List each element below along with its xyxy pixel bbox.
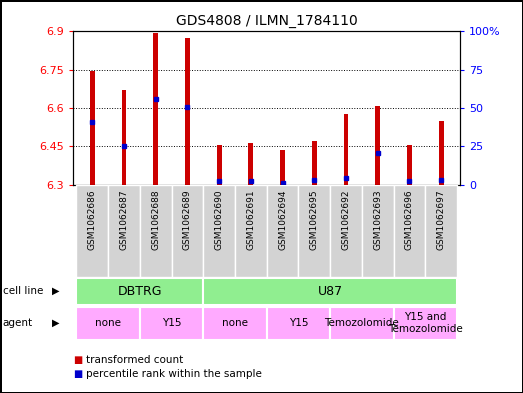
Bar: [280, 150, 285, 185]
Text: ▶: ▶: [52, 286, 60, 296]
Text: GSM1062693: GSM1062693: [373, 189, 382, 250]
Text: ■: ■: [73, 354, 83, 365]
Bar: [203, 278, 457, 305]
Bar: [153, 33, 158, 185]
Bar: [217, 145, 222, 185]
Text: ■: ■: [73, 369, 83, 379]
Bar: [394, 185, 425, 277]
Text: percentile rank within the sample: percentile rank within the sample: [86, 369, 262, 379]
Text: agent: agent: [3, 318, 33, 328]
Bar: [425, 185, 457, 277]
Bar: [140, 307, 203, 340]
Text: U87: U87: [317, 285, 343, 298]
Text: none: none: [95, 318, 121, 328]
Text: GSM1062686: GSM1062686: [88, 189, 97, 250]
Bar: [76, 185, 108, 277]
Bar: [267, 185, 299, 277]
Bar: [122, 90, 127, 185]
Bar: [407, 145, 412, 185]
Text: DBTRG: DBTRG: [118, 285, 162, 298]
Bar: [312, 141, 317, 185]
Bar: [235, 185, 267, 277]
Text: cell line: cell line: [3, 286, 43, 296]
Text: GSM1062691: GSM1062691: [246, 189, 255, 250]
Bar: [344, 114, 348, 185]
Bar: [203, 307, 267, 340]
Bar: [394, 307, 457, 340]
Text: GSM1062690: GSM1062690: [214, 189, 224, 250]
Bar: [330, 185, 362, 277]
Text: ▶: ▶: [52, 318, 60, 328]
Bar: [330, 307, 394, 340]
Text: GSM1062688: GSM1062688: [151, 189, 160, 250]
Bar: [299, 185, 330, 277]
Bar: [376, 105, 380, 185]
Text: GSM1062687: GSM1062687: [119, 189, 129, 250]
Title: GDS4808 / ILMN_1784110: GDS4808 / ILMN_1784110: [176, 14, 358, 28]
Text: GSM1062695: GSM1062695: [310, 189, 319, 250]
Bar: [439, 121, 444, 185]
Bar: [203, 185, 235, 277]
Text: GSM1062694: GSM1062694: [278, 189, 287, 250]
Bar: [185, 38, 190, 185]
Text: transformed count: transformed count: [86, 354, 184, 365]
Bar: [90, 71, 95, 185]
Text: Y15: Y15: [289, 318, 308, 328]
Text: GSM1062697: GSM1062697: [437, 189, 446, 250]
Bar: [108, 185, 140, 277]
Text: none: none: [222, 318, 248, 328]
Text: Y15: Y15: [162, 318, 181, 328]
Bar: [172, 185, 203, 277]
Text: GSM1062692: GSM1062692: [342, 189, 350, 250]
Text: GSM1062689: GSM1062689: [183, 189, 192, 250]
Bar: [248, 143, 253, 185]
Bar: [76, 278, 203, 305]
Bar: [76, 307, 140, 340]
Bar: [362, 185, 394, 277]
Text: Temozolomide: Temozolomide: [325, 318, 399, 328]
Text: Y15 and
Temozolomide: Y15 and Temozolomide: [388, 312, 463, 334]
Bar: [267, 307, 330, 340]
Bar: [140, 185, 172, 277]
Text: GSM1062696: GSM1062696: [405, 189, 414, 250]
